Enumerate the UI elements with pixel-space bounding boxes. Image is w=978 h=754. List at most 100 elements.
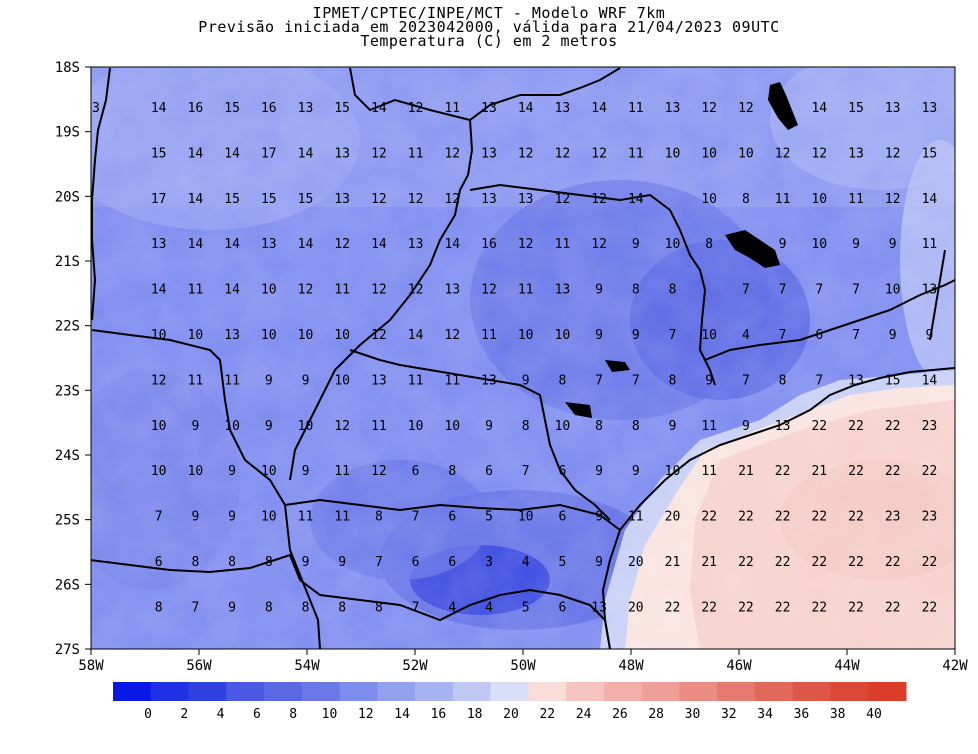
color-scale-label: 8 <box>289 707 297 722</box>
color-scale-label: 14 <box>394 707 410 722</box>
temperature-value: 21 <box>811 464 827 479</box>
temperature-value: 22 <box>922 464 938 479</box>
temperature-value: 15 <box>922 146 938 161</box>
temperature-value: 9 <box>742 419 750 434</box>
temperature-value: 21 <box>665 555 681 570</box>
map-field <box>91 67 955 649</box>
temperature-value: 4 <box>522 555 530 570</box>
temperature-value: 10 <box>518 328 534 343</box>
temperature-value: 12 <box>555 192 571 207</box>
lon-label: 46W <box>726 658 752 674</box>
temperature-value: 20 <box>628 600 644 615</box>
temperature-value: 22 <box>775 510 791 525</box>
temperature-value: 17 <box>151 192 167 207</box>
temperature-value: 8 <box>338 600 346 615</box>
temperature-value: 22 <box>885 555 901 570</box>
temperature-value: 14 <box>591 101 607 116</box>
temperature-value: 10 <box>555 419 571 434</box>
latitude-axis: 18S 19S 20S 21S 22S 23S 24S 25S 26S 27S <box>55 60 91 658</box>
temperature-value: 22 <box>811 510 827 525</box>
temperature-value: 7 <box>669 328 677 343</box>
color-swatch <box>603 682 643 701</box>
temperature-value: 7 <box>779 283 787 298</box>
temperature-value: 10 <box>261 283 277 298</box>
temperature-value: 12 <box>371 328 387 343</box>
temperature-value: 22 <box>848 555 864 570</box>
temperature-value: 10 <box>334 373 350 388</box>
color-scale-label: 24 <box>576 707 592 722</box>
temperature-value: 7 <box>522 464 530 479</box>
temperature-value: 12 <box>591 146 607 161</box>
temperature-value: 12 <box>408 283 424 298</box>
temperature-value: 9 <box>595 510 603 525</box>
lon-label: 50W <box>510 658 536 674</box>
temperature-value: 10 <box>701 146 717 161</box>
temperature-value: 10 <box>188 464 204 479</box>
temperature-value: 7 <box>779 328 787 343</box>
temperature-value: 13 <box>481 146 497 161</box>
temperature-value: 9 <box>852 237 860 252</box>
temperature-value: 10 <box>261 510 277 525</box>
temperature-value: 10 <box>224 419 240 434</box>
temperature-value: 10 <box>738 146 754 161</box>
temperature-value: 14 <box>922 192 938 207</box>
color-scale-label: 16 <box>431 707 447 722</box>
temperature-value: 6 <box>558 600 566 615</box>
temperature-value: 22 <box>811 419 827 434</box>
temperature-value: 7 <box>191 600 199 615</box>
color-scale-label: 22 <box>539 707 555 722</box>
lon-label: 44W <box>834 658 860 674</box>
temperature-value: 8 <box>375 510 383 525</box>
temperature-value: 10 <box>518 510 534 525</box>
color-swatch <box>490 682 529 701</box>
temperature-value: 14 <box>188 192 204 207</box>
temperature-value: 16 <box>481 237 497 252</box>
temperature-value: 9 <box>522 373 530 388</box>
color-scale-label: 0 <box>144 707 152 722</box>
temperature-value: 12 <box>885 192 901 207</box>
temperature-value: 9 <box>925 328 933 343</box>
lon-label: 54W <box>294 658 320 674</box>
color-swatch <box>641 682 680 701</box>
temperature-value: 9 <box>632 237 640 252</box>
temperature-value: 11 <box>188 283 204 298</box>
temperature-value: 14 <box>224 146 240 161</box>
lat-label: 22S <box>55 319 80 335</box>
temperature-value: 13 <box>481 192 497 207</box>
color-swatch <box>264 682 303 701</box>
temperature-value: 8 <box>742 192 750 207</box>
state-borders <box>91 67 955 649</box>
temperature-value: 7 <box>412 510 420 525</box>
temperature-value: 11 <box>371 419 387 434</box>
temperature-value: 6 <box>558 464 566 479</box>
color-swatch <box>150 682 190 701</box>
temperature-value: 3 <box>92 101 100 116</box>
temperature-value: 6 <box>558 510 566 525</box>
map-title-line1: IPMET/CPTEC/INPE/MCT - Modelo WRF 7km <box>312 4 666 22</box>
temperature-value: 22 <box>775 464 791 479</box>
temperature-value: 22 <box>738 555 754 570</box>
temperature-value: 8 <box>265 600 273 615</box>
temperature-value: 22 <box>738 600 754 615</box>
color-scale-label: 2 <box>180 707 188 722</box>
temperature-value: 11 <box>444 101 460 116</box>
temperature-value: 10 <box>188 328 204 343</box>
temperature-value: 13 <box>334 192 350 207</box>
temperature-value: 13 <box>922 101 938 116</box>
temperature-value: 21 <box>701 555 717 570</box>
color-swatch <box>868 682 907 701</box>
temperature-value: 14 <box>298 237 314 252</box>
temperature-value: 11 <box>628 101 644 116</box>
temperature-value: 15 <box>261 192 277 207</box>
temperature-value: 16 <box>188 101 204 116</box>
temperature-value: 10 <box>151 419 167 434</box>
temperature-value: 12 <box>518 146 534 161</box>
temperature-value: 7 <box>852 328 860 343</box>
temperature-value: 13 <box>444 283 460 298</box>
temperature-value: 4 <box>448 600 456 615</box>
temperature-value: 13 <box>775 419 791 434</box>
color-swatch <box>679 682 718 701</box>
temperature-value: 5 <box>485 510 493 525</box>
temperature-value: 10 <box>665 146 681 161</box>
lon-label: 56W <box>186 658 212 674</box>
